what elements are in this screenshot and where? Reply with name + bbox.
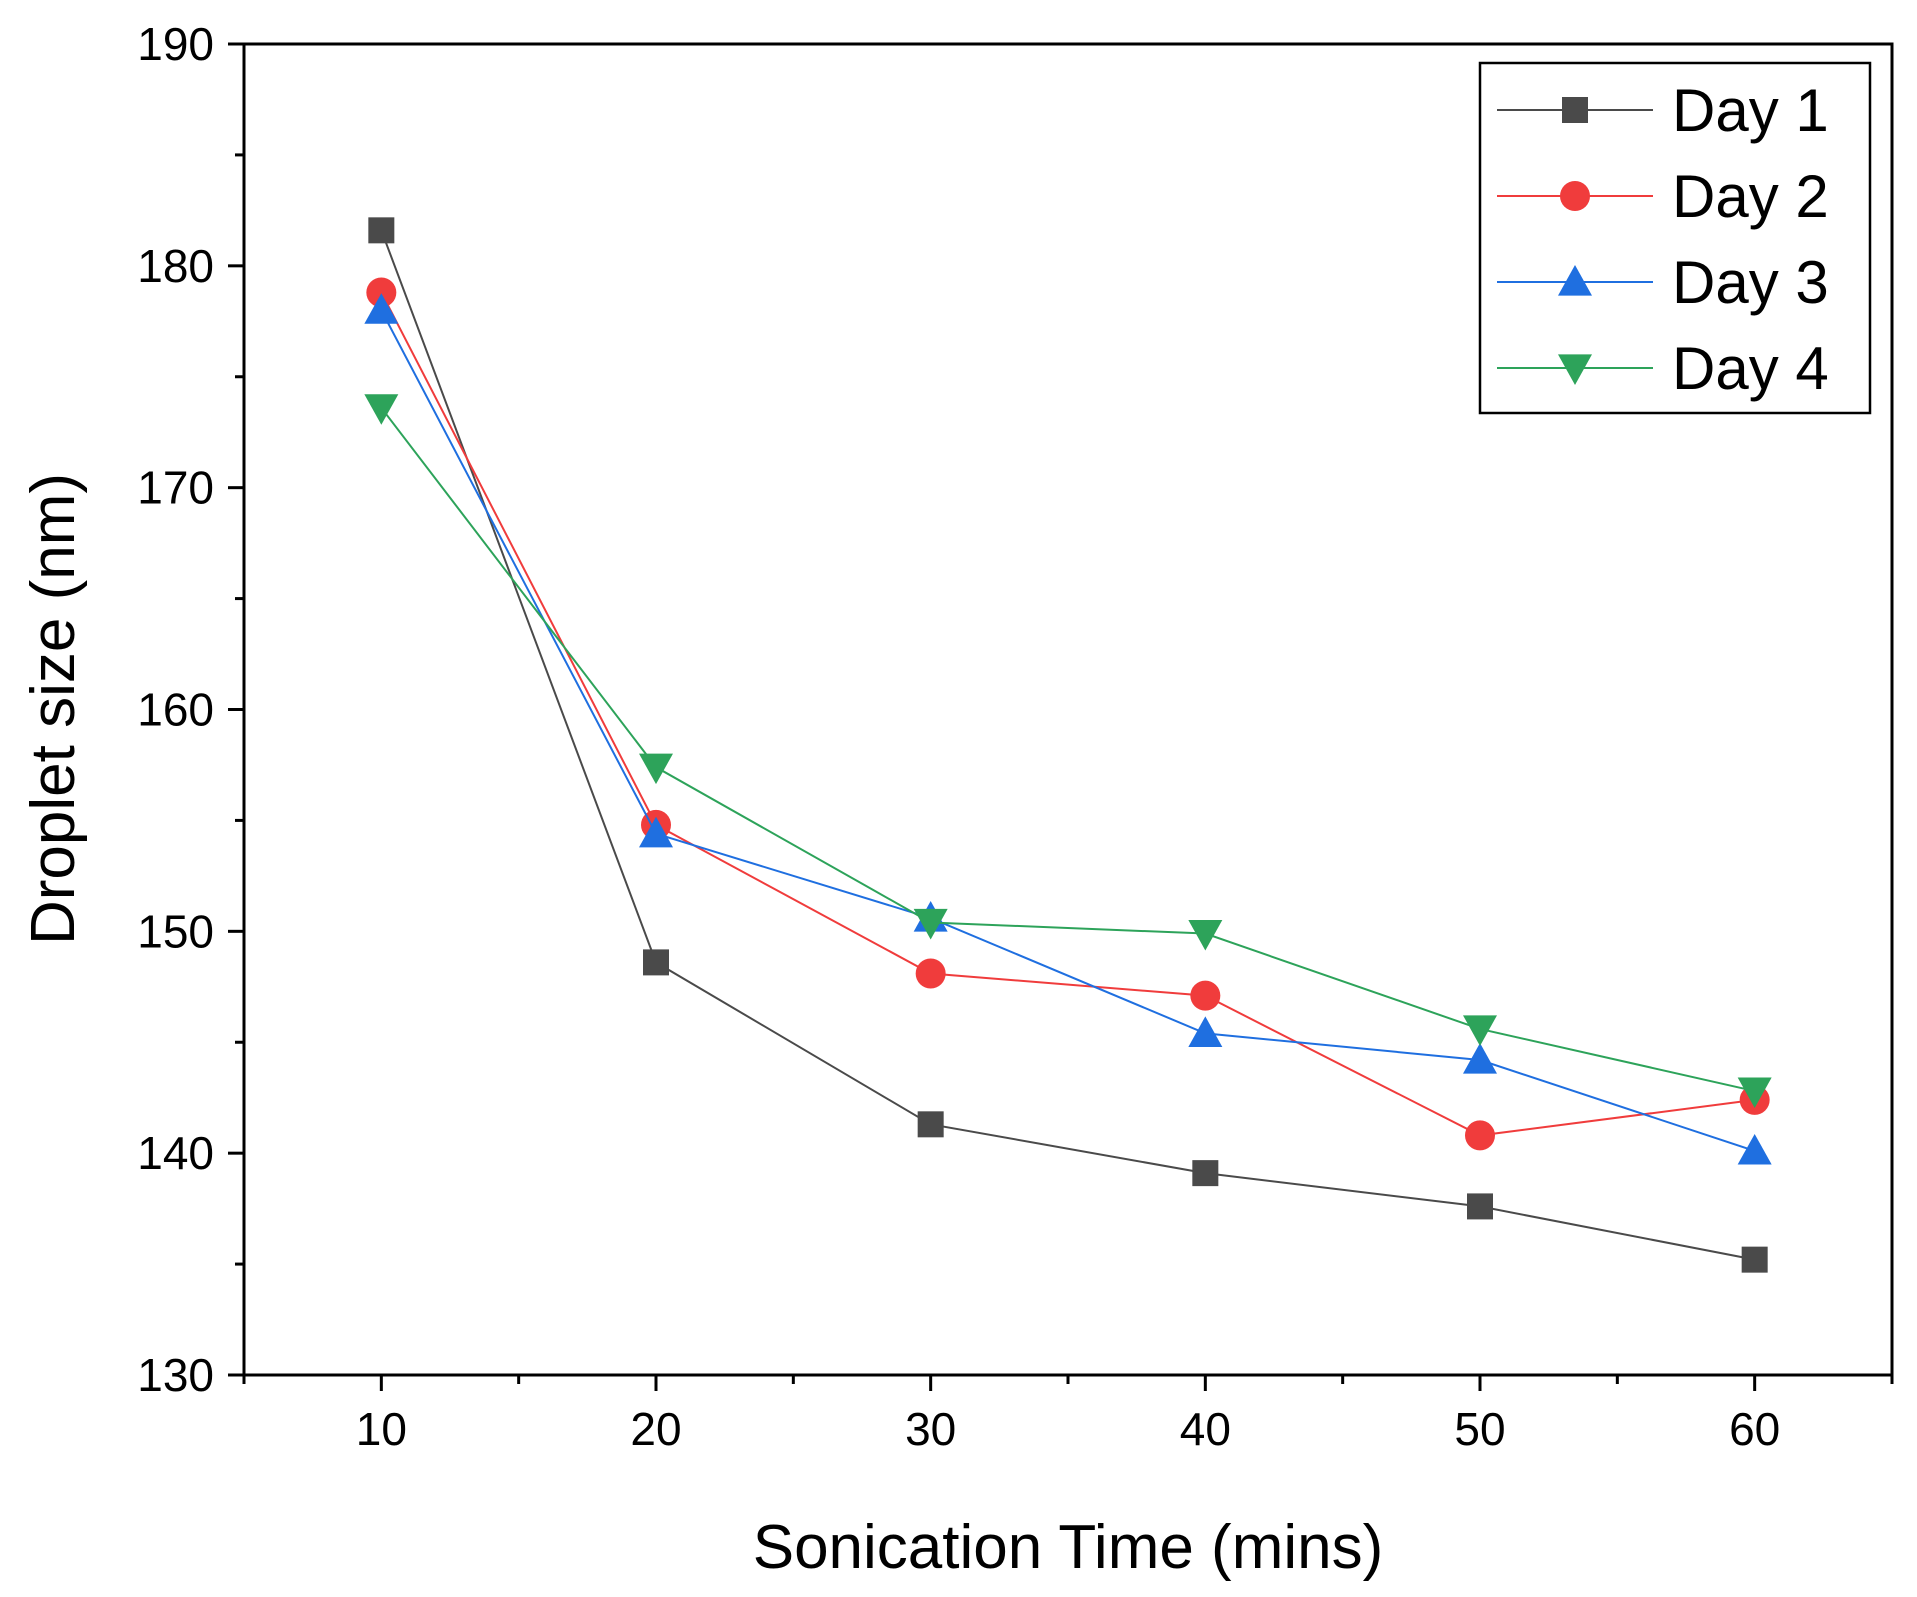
data-point	[1190, 980, 1221, 1011]
data-point	[1741, 1246, 1768, 1273]
data-point	[1737, 1077, 1772, 1109]
data-point	[915, 958, 946, 989]
data-point	[643, 949, 669, 976]
y-tick-label: 150	[137, 905, 214, 957]
data-point	[364, 394, 399, 425]
data-point	[917, 1111, 944, 1138]
series-line	[380, 229, 1755, 1261]
legend-item: Day 2	[1497, 163, 1829, 230]
y-tick-label: 140	[137, 1127, 214, 1179]
series-line	[380, 407, 1755, 1093]
x-tick-label: 50	[1454, 1403, 1505, 1455]
legend-marker	[1558, 354, 1592, 385]
y-tick-label: 160	[137, 684, 214, 736]
x-tick-label: 20	[630, 1403, 681, 1455]
data-point	[1737, 1133, 1772, 1165]
legend-marker	[1560, 181, 1590, 211]
legend-item: Day 4	[1497, 335, 1829, 402]
data-point	[1188, 919, 1223, 951]
y-tick-label: 180	[137, 240, 214, 292]
y-tick-label: 190	[137, 18, 214, 70]
series-day-4	[364, 394, 1772, 1109]
data-point	[1467, 1193, 1493, 1220]
data-point	[639, 816, 673, 848]
legend: Day 1 Day 2 Day 3 Day 4	[1478, 61, 1872, 415]
x-tick-label: 40	[1180, 1403, 1231, 1455]
y-tick-label: 170	[137, 462, 214, 514]
legend-item: Day 3	[1497, 249, 1829, 316]
y-axis-title: Droplet size (nm)	[19, 473, 88, 945]
x-axis-title: Sonication Time (mins)	[753, 1513, 1384, 1582]
x-tick-label: 60	[1729, 1403, 1780, 1455]
series-line	[380, 309, 1755, 1152]
legend-label: Day 4	[1672, 335, 1829, 402]
legend-marker	[1558, 265, 1592, 296]
data-point	[1465, 1120, 1495, 1151]
legend-box	[1478, 61, 1872, 415]
legend-label: Day 2	[1672, 163, 1829, 230]
data-point	[1463, 1015, 1497, 1046]
data-point	[366, 277, 397, 308]
data-point	[913, 908, 948, 940]
data-point	[1463, 1042, 1497, 1074]
legend-label: Day 3	[1672, 249, 1829, 316]
data-point	[368, 217, 395, 244]
data-point	[1188, 1016, 1223, 1047]
y-tick-label: 130	[137, 1349, 214, 1401]
series-day-1	[368, 217, 1768, 1273]
series-line	[380, 291, 1755, 1137]
ticks: 10 20 30 40 50 60 130 140 150 160 170 180 190	[137, 18, 1894, 1455]
x-tick-label: 30	[905, 1403, 956, 1455]
data-point	[364, 293, 399, 324]
data-point	[639, 753, 673, 785]
series-day-3	[364, 293, 1772, 1165]
series	[364, 217, 1772, 1273]
x-tick-label: 10	[356, 1403, 407, 1455]
legend-marker	[1562, 97, 1588, 123]
legend-item: Day 1	[1497, 77, 1829, 144]
legend-label: Day 1	[1672, 77, 1829, 144]
data-point	[1192, 1160, 1219, 1187]
